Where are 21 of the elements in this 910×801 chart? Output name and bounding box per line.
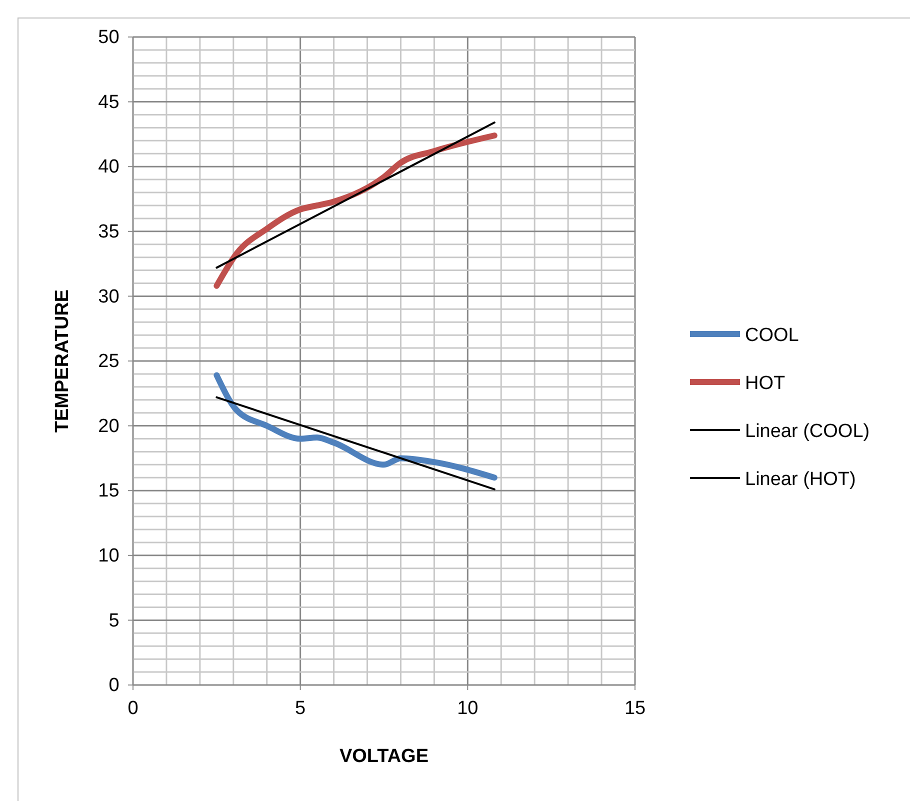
y-tick-label: 20 — [98, 416, 120, 437]
x-tick-label: 0 — [128, 698, 138, 719]
legend-label: COOL — [745, 325, 799, 346]
y-tick-label: 35 — [98, 221, 120, 242]
y-tick-label: 40 — [98, 156, 120, 178]
y-tick-label: 10 — [98, 545, 120, 566]
y-tick-label: 50 — [98, 27, 120, 48]
x-tick-label: 5 — [295, 698, 306, 719]
y-tick-label: 25 — [98, 351, 120, 372]
y-tick-label: 30 — [98, 286, 120, 308]
x-axis-title: VOLTAGE — [339, 746, 429, 767]
x-tick-label: 10 — [457, 698, 478, 719]
y-tick-label: 45 — [98, 92, 120, 113]
x-tick-label: 15 — [624, 698, 646, 719]
y-tick-label: 0 — [108, 675, 120, 696]
y-tick-label: 15 — [98, 480, 120, 502]
legend-label: Linear (HOT) — [745, 469, 856, 490]
y-tick-label: 5 — [108, 610, 120, 632]
legend-label: HOT — [745, 373, 786, 394]
y-axis-title: TEMPERATURE — [52, 289, 73, 433]
legend-label: Linear (COOL) — [745, 421, 870, 442]
